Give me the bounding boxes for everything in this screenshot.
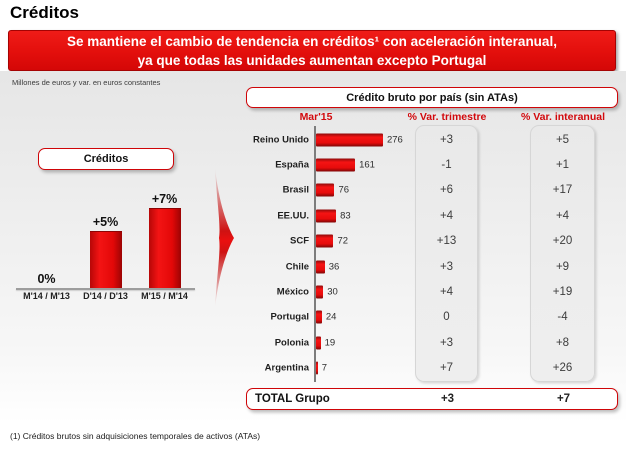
table-row: Chile 36 +3 +9 (246, 254, 618, 279)
trimestre-value: +3 (439, 336, 454, 349)
units-note: Millones de euros y var. en euros consta… (12, 78, 161, 87)
growth-bar-chart: 0% +5% +7% (17, 190, 194, 288)
interanual-values-panel (530, 125, 595, 382)
trimestre-values-panel (415, 125, 478, 382)
country-label: Chile (285, 261, 309, 273)
chart-x-tick-label: M'15 / M'14 (141, 291, 188, 301)
interanual-value: +5 (555, 133, 570, 146)
column-header-var-interanual: % Var. interanual (520, 111, 606, 123)
table-row: México 30 +4 +19 (246, 279, 618, 304)
country-label: México (276, 286, 309, 298)
table-row: Portugal 24 0 -4 (246, 305, 618, 330)
chart-x-axis-labels: M'14 / M'13 D'14 / D'13 M'15 / M'14 (17, 291, 194, 301)
country-bar (316, 209, 337, 223)
interanual-value: +20 (552, 235, 573, 248)
country-label: Polonia (274, 337, 309, 349)
trimestre-value: +3 (439, 133, 454, 146)
trimestre-value: 0 (443, 311, 450, 324)
column-header-var-trimestre: % Var. trimestre (407, 111, 487, 123)
country-bar (316, 310, 322, 324)
chart-value-label: 0% (37, 272, 56, 286)
table-row: Polonia 19 +3 +8 (246, 330, 618, 355)
column-header-mar15: Mar'15 (299, 111, 333, 123)
country-value: 19 (324, 337, 336, 349)
interanual-value: +1 (555, 159, 570, 172)
chart-column: +5% (76, 190, 135, 288)
country-value: 76 (338, 184, 350, 196)
interanual-value: +26 (552, 362, 573, 375)
chart-bar (89, 231, 122, 288)
chart-x-tick-label: D'14 / D'13 (83, 291, 128, 301)
trimestre-value: -1 (441, 159, 452, 172)
trimestre-value: +7 (439, 362, 454, 375)
trimestre-value: +4 (439, 286, 454, 299)
chart-column: +7% (135, 190, 194, 288)
country-bar (316, 183, 335, 197)
total-interanual-value: +7 (556, 393, 571, 405)
table-row: SCF 72 +13 +20 (246, 229, 618, 254)
chart-column: 0% (17, 190, 76, 288)
left-chart-title-box: Créditos (38, 148, 174, 170)
country-label: SCF (290, 235, 309, 247)
country-value: 72 (337, 235, 349, 247)
red-chevron-arrow-icon (215, 168, 234, 308)
total-label: TOTAL Grupo (255, 393, 330, 405)
trimestre-value: +13 (436, 235, 457, 248)
country-label: Argentina (264, 362, 309, 374)
table-title: Crédito bruto por país (sin ATAs) (346, 91, 518, 104)
country-bar (316, 260, 325, 274)
chart-value-label: +5% (92, 215, 119, 229)
chart-value-label: +7% (151, 192, 178, 207)
country-bar (316, 158, 356, 172)
interanual-value: +19 (552, 286, 573, 299)
chart-bar (148, 208, 181, 288)
country-bar (316, 361, 318, 375)
headline-banner: Se mantiene el cambio de tendencia en cr… (8, 30, 616, 71)
chart-x-tick-label: M'14 / M'13 (23, 291, 70, 301)
trimestre-value: +6 (439, 184, 454, 197)
interanual-value: +8 (555, 336, 570, 349)
headline-line1: Se mantiene el cambio de tendencia en cr… (67, 34, 557, 49)
country-value: 36 (328, 261, 340, 273)
trimestre-value: +4 (439, 209, 454, 222)
country-bar (316, 336, 321, 350)
country-label: EE.UU. (277, 210, 309, 222)
page-title: Créditos (10, 3, 79, 22)
table-row: Argentina 7 +7 +26 (246, 356, 618, 381)
interanual-value: +9 (555, 260, 570, 273)
country-label: Reino Unido (253, 134, 309, 146)
country-label: Brasil (282, 184, 309, 196)
country-value: 161 (359, 159, 375, 171)
country-label: España (275, 159, 309, 171)
table-row: Brasil 76 +6 +17 (246, 178, 618, 203)
country-value: 83 (340, 210, 351, 222)
interanual-value: +4 (555, 209, 570, 222)
trimestre-value: +3 (439, 260, 454, 273)
table-title-box: Crédito bruto por país (sin ATAs) (246, 87, 618, 108)
country-rows: Reino Unido 276 +3 +5 España 161 -1 +1 Brasil 76 +… (246, 127, 618, 381)
interanual-value: +17 (552, 184, 573, 197)
left-chart-title: Créditos (83, 153, 129, 165)
table-row: EE.UU. 83 +4 +4 (246, 203, 618, 228)
total-trimestre-value: +3 (440, 393, 455, 405)
table-bar-axis-line (314, 126, 316, 382)
table-row: Reino Unido 276 +3 +5 (246, 127, 618, 152)
country-label: Portugal (270, 311, 309, 323)
chart-x-axis-line (16, 288, 195, 290)
total-row: TOTAL Grupo +3 +7 (246, 388, 618, 410)
country-value: 24 (325, 311, 337, 323)
country-bar (316, 133, 383, 147)
country-value: 276 (386, 134, 403, 146)
country-value: 30 (327, 286, 338, 298)
footnote: (1) Créditos brutos sin adquisiciones te… (10, 431, 261, 441)
country-bar (316, 234, 334, 248)
headline-line2: ya que todas las unidades aumentan excep… (137, 52, 487, 68)
interanual-value: -4 (557, 311, 568, 324)
table-row: España 161 -1 +1 (246, 152, 618, 177)
country-value: 7 (321, 362, 327, 374)
country-bar (316, 285, 324, 299)
